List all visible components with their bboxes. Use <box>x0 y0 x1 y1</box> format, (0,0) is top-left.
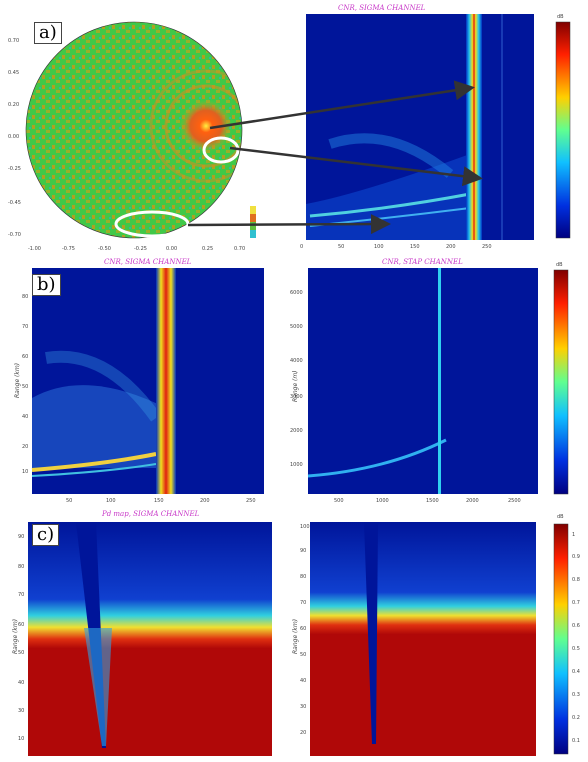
panel-a-right: CNR, SIGMA CHANNEL <box>270 4 588 254</box>
y-axis-label: Range (km) <box>12 618 19 654</box>
chart-title: CNR, STAP CHANNEL <box>382 258 463 266</box>
heatmap-c-left: 90 80 70 60 50 40 30 10 <box>18 522 272 756</box>
chart-title: CNR, SIGMA CHANNEL <box>104 258 192 266</box>
svg-text:5000: 5000 <box>290 324 303 330</box>
svg-text:3000: 3000 <box>290 394 303 400</box>
svg-text:-0.70: -0.70 <box>8 232 21 238</box>
svg-text:0.25: 0.25 <box>202 246 213 250</box>
panel-b-left: CNR, SIGMA CHANNEL Range (km) 80 70 60 50 4… <box>6 258 268 512</box>
svg-text:40: 40 <box>300 678 306 684</box>
svg-text:60: 60 <box>300 626 306 632</box>
xtick: 0 <box>300 244 303 250</box>
svg-text:0.45: 0.45 <box>8 70 19 76</box>
svg-text:150: 150 <box>154 498 164 504</box>
svg-text:1500: 1500 <box>426 498 439 504</box>
svg-text:250: 250 <box>482 244 492 250</box>
svg-text:0.6: 0.6 <box>572 623 580 629</box>
svg-text:1000: 1000 <box>290 462 303 468</box>
svg-text:70: 70 <box>22 324 28 330</box>
panel-b-right: CNR, STAP CHANNEL Range (m) dB 6000 5000 4… <box>286 258 588 512</box>
chart-title: CNR, SIGMA CHANNEL <box>338 4 426 12</box>
svg-text:50: 50 <box>22 384 28 390</box>
svg-text:70: 70 <box>18 592 24 598</box>
chart-title: Pd map, SIGMA CHANNEL <box>102 510 200 518</box>
svg-text:100: 100 <box>374 244 384 250</box>
y-axis-label: Range (km) <box>14 362 21 398</box>
svg-text:0.1: 0.1 <box>572 738 580 744</box>
svg-text:250: 250 <box>246 498 256 504</box>
svg-text:0.9: 0.9 <box>572 554 580 560</box>
heatmap-b-right: dB 6000 5000 4000 3000 2000 1000 500 1000 1500… <box>290 262 569 504</box>
svg-text:80: 80 <box>18 564 24 570</box>
label-c: c) <box>32 524 60 546</box>
svg-text:60: 60 <box>22 354 28 360</box>
svg-text:100: 100 <box>106 498 116 504</box>
svg-text:30: 30 <box>18 708 24 714</box>
svg-text:1: 1 <box>572 532 575 538</box>
svg-text:2500: 2500 <box>508 498 521 504</box>
y-axis-label: Range (km) <box>292 618 299 654</box>
svg-text:-0.75: -0.75 <box>62 246 75 250</box>
svg-text:30: 30 <box>300 704 306 710</box>
svg-text:50: 50 <box>338 244 344 250</box>
cbar-unit: dB <box>557 14 564 20</box>
label-a: a) <box>34 22 62 44</box>
svg-text:0.00: 0.00 <box>8 134 19 140</box>
heatmap-a-right: 0 50 100 150 200 250 dB <box>300 14 571 250</box>
svg-text:150: 150 <box>410 244 420 250</box>
svg-text:0.20: 0.20 <box>8 102 19 108</box>
svg-text:4000: 4000 <box>290 358 303 364</box>
svg-text:2000: 2000 <box>290 428 303 434</box>
svg-text:60: 60 <box>18 622 24 628</box>
svg-text:10: 10 <box>22 469 28 475</box>
svg-text:40: 40 <box>22 414 28 420</box>
panel-c-right: Range (km) dB <box>286 508 588 762</box>
svg-text:20: 20 <box>22 444 28 450</box>
svg-text:100: 100 <box>300 524 310 530</box>
svg-text:20: 20 <box>300 730 306 736</box>
svg-text:200: 200 <box>446 244 456 250</box>
svg-text:200: 200 <box>200 498 210 504</box>
svg-text:-1.00: -1.00 <box>28 246 41 250</box>
svg-text:90: 90 <box>300 548 306 554</box>
svg-text:90: 90 <box>18 534 24 540</box>
svg-text:6000: 6000 <box>290 290 303 296</box>
svg-text:80: 80 <box>22 294 28 300</box>
label-b: b) <box>32 274 61 296</box>
svg-text:10: 10 <box>18 736 24 742</box>
heatmap-b-left: 80 70 60 50 40 20 10 50 100 150 200 250 <box>22 268 264 504</box>
panel-c-left: Pd map, SIGMA CHANNEL Range (km) 90 80 70 6… <box>6 508 276 762</box>
svg-text:0.00: 0.00 <box>166 246 177 250</box>
svg-text:50: 50 <box>300 652 306 658</box>
svg-text:0.2: 0.2 <box>572 715 580 721</box>
panel-a-left: 0.70 0.45 0.20 0.00 -0.25 -0.45 -0.70 -1.00 -0… <box>6 10 266 250</box>
svg-text:0.70: 0.70 <box>8 38 19 44</box>
heatmap-c-right: dB 100 90 80 70 60 50 40 30 20 1 0.9 0.8 0.7 0.6 0.… <box>300 514 580 756</box>
svg-text:0.7: 0.7 <box>572 600 580 606</box>
svg-text:0.3: 0.3 <box>572 692 580 698</box>
svg-text:-0.45: -0.45 <box>8 200 21 206</box>
y-axis-label: Range (m) <box>292 370 299 402</box>
svg-text:70: 70 <box>300 600 306 606</box>
svg-text:2000: 2000 <box>466 498 479 504</box>
svg-text:dB: dB <box>557 514 564 520</box>
svg-text:80: 80 <box>300 574 306 580</box>
svg-text:500: 500 <box>334 498 344 504</box>
svg-text:-0.25: -0.25 <box>8 166 21 172</box>
svg-text:0.70: 0.70 <box>234 246 245 250</box>
svg-text:-0.50: -0.50 <box>98 246 111 250</box>
svg-text:-0.25: -0.25 <box>134 246 147 250</box>
svg-text:1000: 1000 <box>376 498 389 504</box>
svg-text:50: 50 <box>66 498 72 504</box>
svg-text:40: 40 <box>18 680 24 686</box>
svg-text:0.4: 0.4 <box>572 669 580 675</box>
svg-text:0.8: 0.8 <box>572 577 580 583</box>
svg-text:50: 50 <box>18 650 24 656</box>
svg-text:dB: dB <box>556 262 563 268</box>
disc-map: 0.70 0.45 0.20 0.00 -0.25 -0.45 -0.70 -1.00 -0… <box>8 16 258 250</box>
svg-text:0.5: 0.5 <box>572 646 580 652</box>
